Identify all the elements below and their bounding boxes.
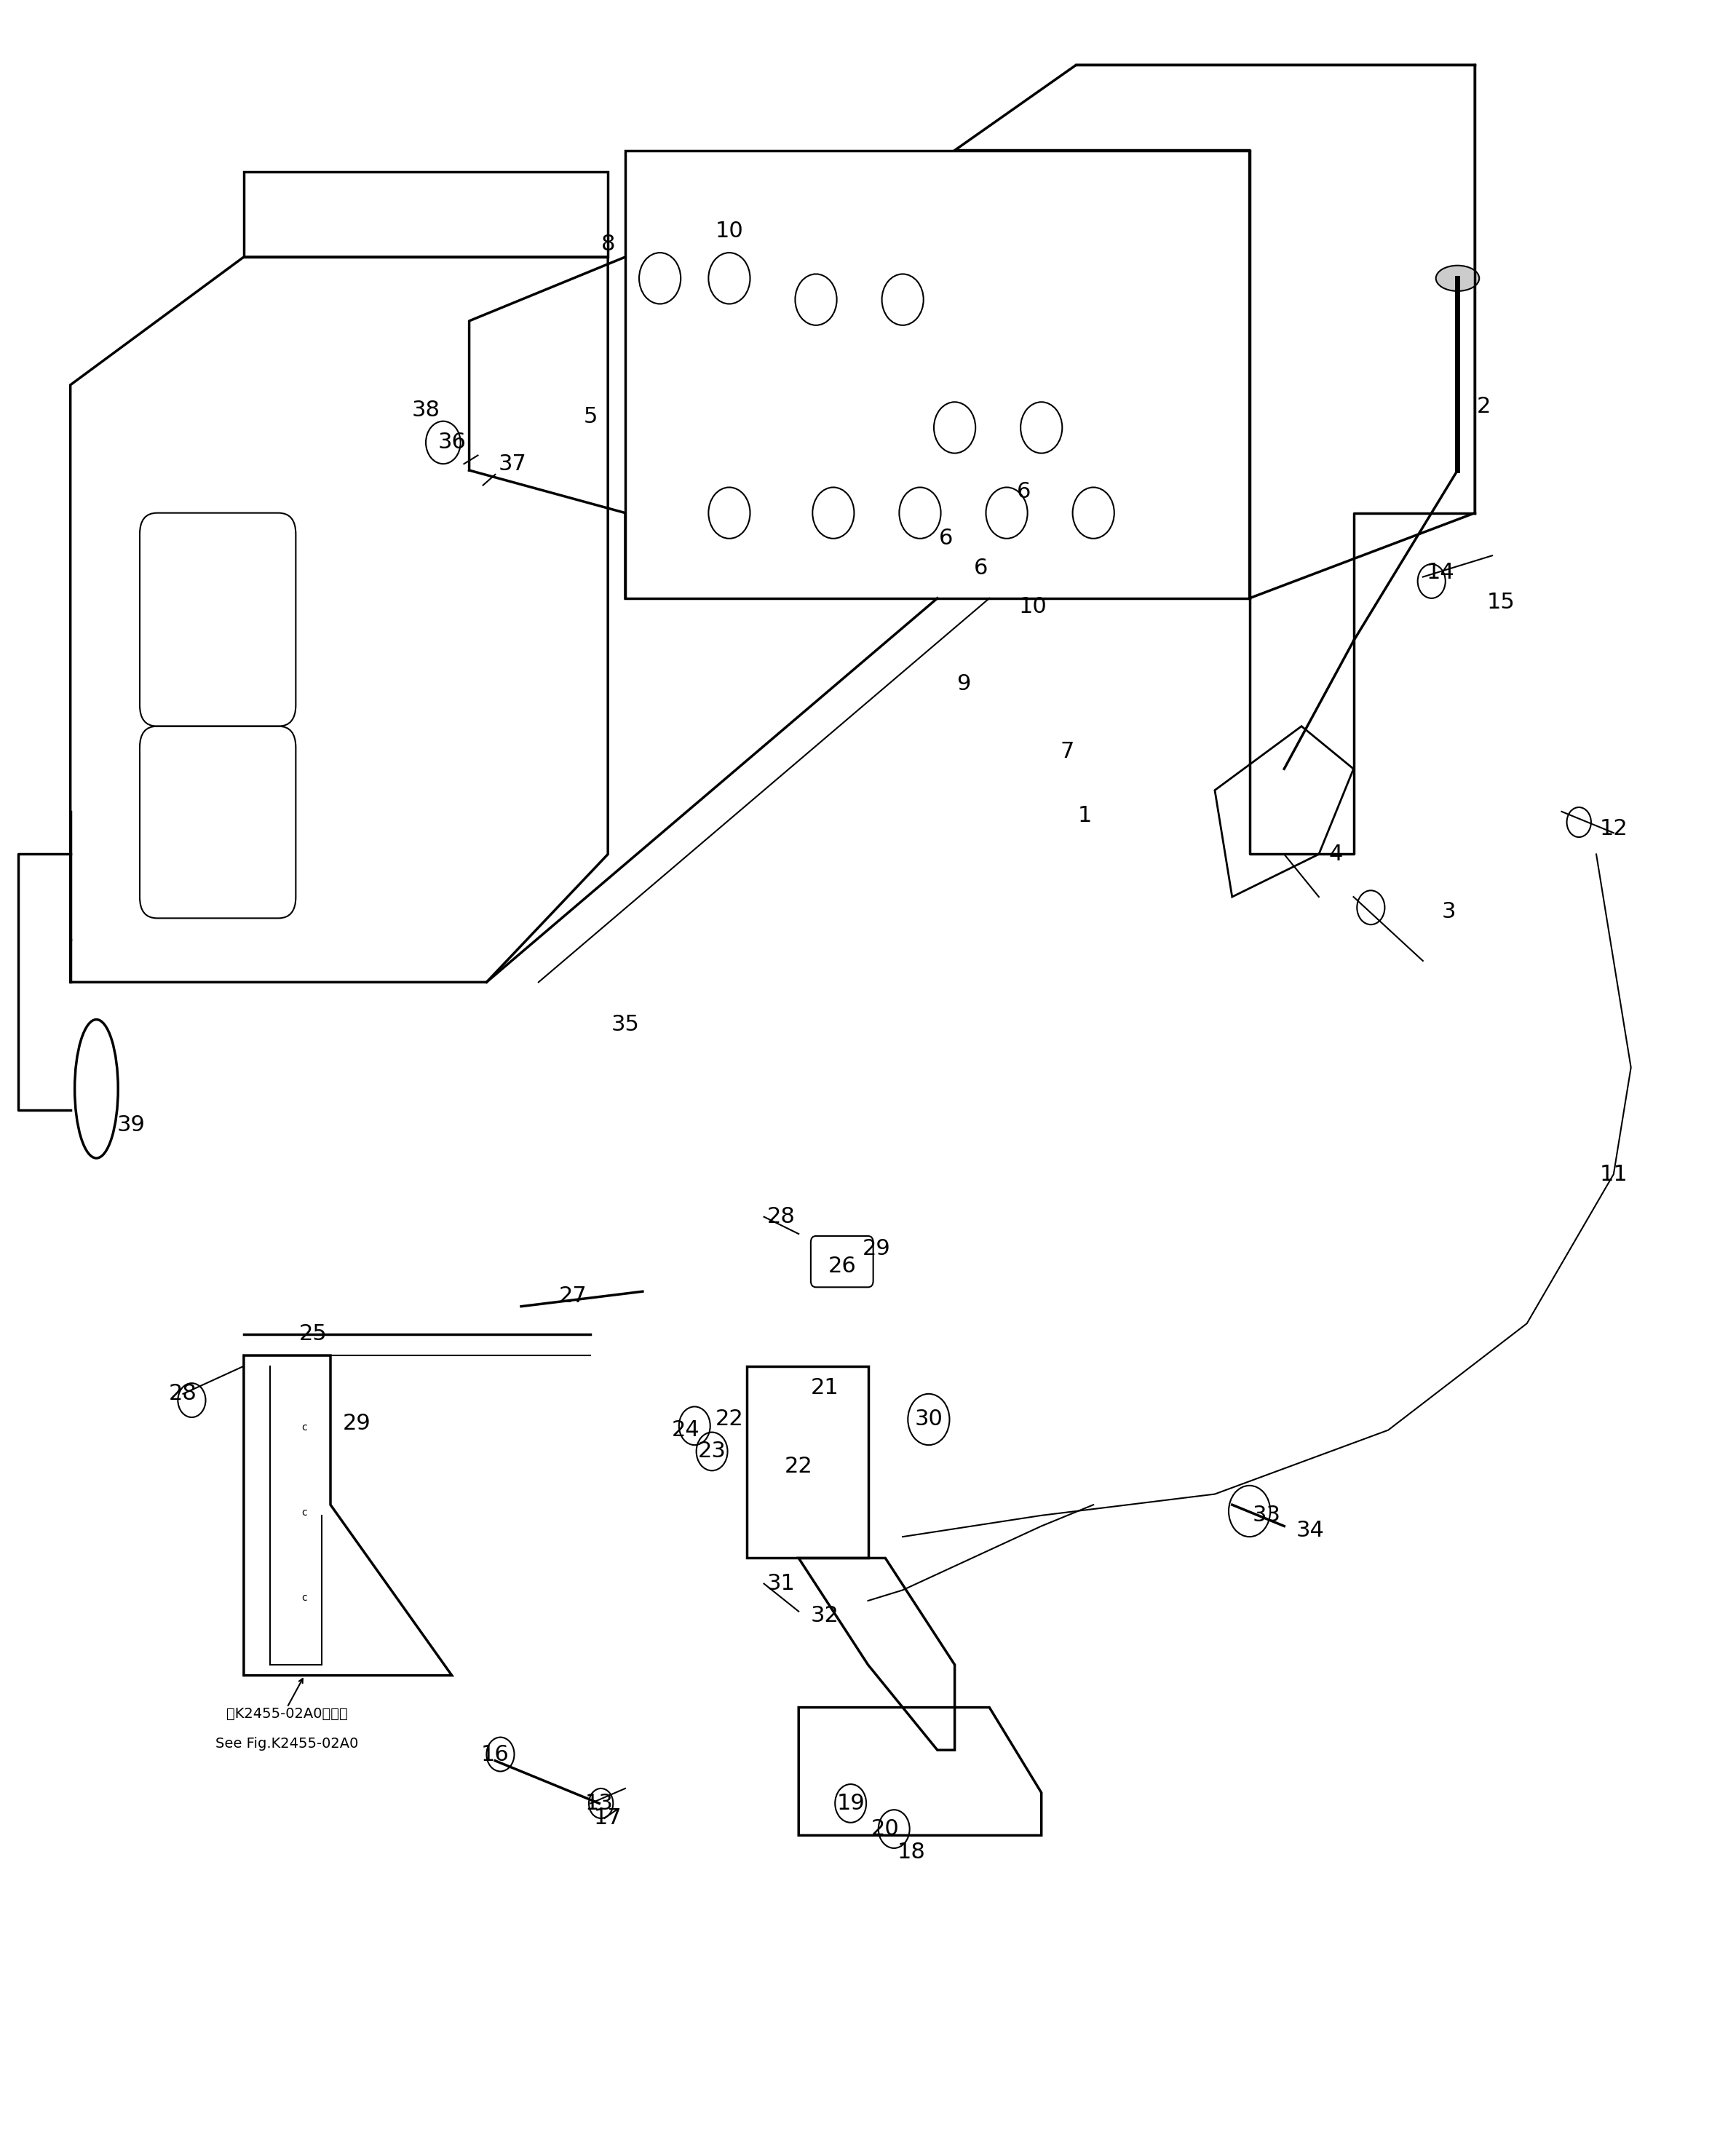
Text: 25: 25 xyxy=(299,1324,326,1345)
Text: c: c xyxy=(302,1593,307,1603)
Text: 11: 11 xyxy=(1599,1164,1628,1185)
Text: 12: 12 xyxy=(1599,818,1628,839)
Text: 38: 38 xyxy=(411,399,439,421)
Text: See Fig.K2455-02A0: See Fig.K2455-02A0 xyxy=(215,1736,359,1751)
Text: 4: 4 xyxy=(1330,843,1344,865)
Text: 9: 9 xyxy=(957,673,970,694)
Text: 39: 39 xyxy=(116,1114,146,1136)
Text: 33: 33 xyxy=(1253,1505,1281,1527)
Text: 27: 27 xyxy=(559,1285,587,1307)
Text: 6: 6 xyxy=(939,527,953,549)
Text: 6: 6 xyxy=(974,557,988,579)
Text: 7: 7 xyxy=(1061,741,1075,762)
Text: c: c xyxy=(302,1507,307,1518)
Text: 20: 20 xyxy=(871,1819,899,1840)
Text: 32: 32 xyxy=(811,1606,838,1627)
Text: 21: 21 xyxy=(811,1377,838,1398)
Text: 35: 35 xyxy=(611,1014,639,1035)
Text: 8: 8 xyxy=(601,233,615,254)
Text: 15: 15 xyxy=(1486,591,1516,613)
Text: 30: 30 xyxy=(915,1409,943,1430)
Text: 29: 29 xyxy=(342,1413,370,1435)
Text: 18: 18 xyxy=(898,1843,925,1864)
Text: 36: 36 xyxy=(437,431,465,453)
Text: 24: 24 xyxy=(672,1420,700,1441)
Text: c: c xyxy=(302,1422,307,1433)
Text: 23: 23 xyxy=(698,1441,726,1462)
Text: 28: 28 xyxy=(767,1206,795,1228)
Text: 13: 13 xyxy=(585,1793,613,1815)
Text: 29: 29 xyxy=(863,1238,891,1260)
Text: 3: 3 xyxy=(1443,901,1457,922)
Text: 6: 6 xyxy=(1017,480,1031,502)
Text: 第K2455-02A0図参照: 第K2455-02A0図参照 xyxy=(226,1706,347,1721)
Text: 2: 2 xyxy=(1477,395,1491,416)
Text: 22: 22 xyxy=(715,1409,743,1430)
Text: 31: 31 xyxy=(767,1573,795,1595)
Text: 26: 26 xyxy=(828,1255,856,1277)
Text: 17: 17 xyxy=(594,1808,621,1830)
Text: 19: 19 xyxy=(837,1793,865,1815)
Text: 22: 22 xyxy=(785,1456,812,1477)
Text: 10: 10 xyxy=(1019,596,1047,617)
Text: 16: 16 xyxy=(481,1744,509,1766)
Text: 34: 34 xyxy=(1297,1520,1325,1541)
Text: 28: 28 xyxy=(168,1383,198,1405)
Text: 5: 5 xyxy=(583,406,597,427)
Text: 14: 14 xyxy=(1425,562,1455,583)
Text: 1: 1 xyxy=(1078,805,1092,826)
Text: 10: 10 xyxy=(715,220,743,241)
Ellipse shape xyxy=(1436,265,1479,290)
Text: 37: 37 xyxy=(498,453,526,474)
